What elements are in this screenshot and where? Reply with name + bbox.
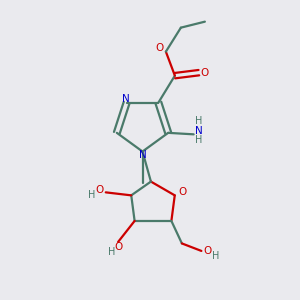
Text: O: O xyxy=(115,242,123,252)
Text: O: O xyxy=(155,43,164,53)
Text: N: N xyxy=(195,126,203,136)
Text: O: O xyxy=(200,68,208,78)
Text: H: H xyxy=(195,135,203,145)
Text: H: H xyxy=(212,251,219,261)
Text: H: H xyxy=(88,190,95,200)
Text: H: H xyxy=(108,248,115,257)
Text: H: H xyxy=(195,116,203,126)
Text: N: N xyxy=(122,94,130,104)
Text: N: N xyxy=(139,150,147,160)
Text: O: O xyxy=(204,246,212,256)
Text: O: O xyxy=(95,185,103,195)
Text: O: O xyxy=(178,188,186,197)
